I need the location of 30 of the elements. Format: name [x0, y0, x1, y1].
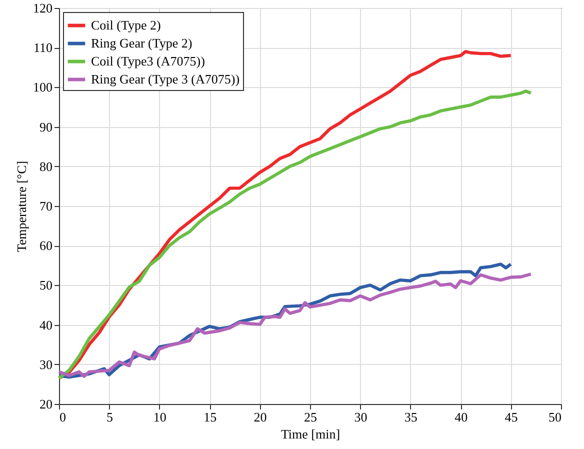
x-tick-label: 20 [254, 410, 267, 424]
x-tick-label: 40 [454, 410, 468, 424]
legend-label: Coil (Type3 (A7075)) [91, 54, 205, 68]
y-tick-label: 110 [33, 40, 52, 56]
y-tick-label: 30 [40, 356, 52, 372]
y-tick-label: 70 [40, 198, 52, 214]
x-tick-label: 45 [504, 410, 518, 424]
legend-label: Ring Gear (Type 2) [91, 36, 192, 50]
x-axis-title: Time [min] [280, 426, 340, 442]
y-tick-label: 20 [40, 396, 52, 412]
x-tick-label: 25 [304, 410, 317, 424]
line-series [57, 50, 512, 380]
x-tick-label: 5 [106, 410, 113, 424]
y-tick-label: 100 [33, 80, 52, 95]
line-series [57, 90, 532, 380]
x-tick-label: 30 [354, 410, 368, 424]
x-tick-label: 15 [204, 410, 217, 424]
y-tick-label: 120 [33, 0, 52, 16]
y-tick-label: 60 [40, 238, 52, 254]
y-tick-label: 40 [40, 317, 52, 332]
legend-label: Coil (Type 2) [91, 18, 161, 32]
x-tick-label: 0 [60, 410, 66, 424]
x-tick-label: 50 [548, 410, 562, 424]
y-tick-label: 80 [40, 158, 52, 174]
x-tick-label: 10 [153, 410, 166, 424]
legend-label: Ring Gear (Type 3 (A7075)) [91, 72, 240, 86]
x-tick-label: 35 [404, 410, 418, 424]
y-tick-label: 50 [40, 278, 52, 293]
y-axis-title: Temperature [°C] [14, 160, 29, 252]
y-tick-label: 90 [40, 119, 52, 134]
